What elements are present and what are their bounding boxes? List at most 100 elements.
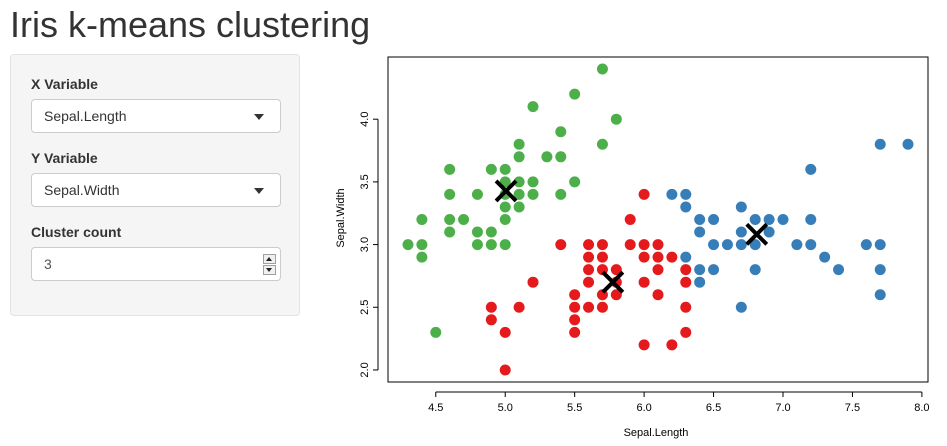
- data-point-cluster-2: [596, 251, 608, 263]
- data-point-cluster-1: [541, 151, 553, 163]
- data-point-cluster-1: [416, 214, 428, 225]
- data-point-cluster-1: [471, 239, 483, 251]
- page-title: Iris k-means clustering: [10, 4, 371, 45]
- cluster-center-marker: [494, 179, 518, 203]
- data-point-cluster-3: [805, 163, 817, 175]
- data-point-cluster-1: [471, 226, 483, 238]
- data-point-cluster-3: [833, 264, 845, 276]
- data-point-cluster-1: [513, 138, 525, 150]
- data-point-cluster-1: [499, 163, 511, 175]
- data-point-cluster-1: [527, 188, 539, 200]
- data-point-cluster-1: [555, 151, 567, 163]
- data-point-cluster-2: [485, 301, 497, 313]
- data-point-cluster-3: [805, 239, 817, 251]
- data-point-cluster-1: [555, 126, 567, 138]
- data-point-cluster-2: [638, 276, 650, 288]
- data-point-cluster-2: [485, 314, 497, 326]
- x-variable-label: X Variable: [31, 76, 98, 92]
- data-point-cluster-1: [444, 188, 456, 200]
- data-point-cluster-3: [694, 276, 706, 288]
- y-variable-select[interactable]: Sepal.Width: [31, 173, 281, 207]
- data-point-cluster-1: [569, 176, 581, 188]
- data-point-cluster-3: [874, 289, 886, 301]
- scatter-plot: 4.5 5.0 5.5 6.0 6.5 7.0 7.5 8.02.02.53.03.54.0 …: [335, 56, 930, 439]
- data-point-cluster-2: [624, 214, 636, 225]
- data-point-cluster-3: [777, 214, 789, 225]
- sidebar-panel: X Variable Sepal.Length Y Variable Sepal…: [10, 54, 300, 316]
- y-tick-label: 3.0: [359, 237, 371, 252]
- data-point-cluster-3: [680, 251, 692, 263]
- data-point-cluster-3: [874, 264, 886, 276]
- y-tick-label: 2.5: [359, 300, 371, 315]
- y-tick-label: 3.5: [359, 174, 371, 189]
- x-tick-label: 7.0: [775, 402, 790, 414]
- data-point-cluster-2: [596, 301, 608, 313]
- x-tick-label: 7.5: [845, 402, 860, 414]
- spinner-down-button[interactable]: [263, 265, 276, 275]
- arrow-down-icon: [266, 268, 272, 272]
- data-point-cluster-1: [485, 163, 497, 175]
- data-point-cluster-1: [444, 226, 456, 238]
- data-point-cluster-3: [819, 251, 831, 263]
- data-point-cluster-1: [499, 239, 511, 251]
- data-point-cluster-3: [735, 301, 747, 313]
- data-point-cluster-1: [555, 188, 567, 200]
- data-point-cluster-3: [708, 214, 720, 225]
- data-point-cluster-2: [638, 188, 650, 200]
- cluster-count-input[interactable]: 3: [31, 247, 281, 281]
- x-tick-label: 5.5: [567, 402, 582, 414]
- data-point-cluster-2: [652, 239, 664, 251]
- y-tick-label: 4.0: [359, 112, 371, 127]
- data-point-cluster-3: [694, 264, 706, 276]
- data-point-cluster-1: [416, 251, 428, 263]
- data-point-cluster-2: [569, 289, 581, 301]
- data-point-cluster-3: [749, 214, 761, 225]
- spinner-up-button[interactable]: [263, 254, 276, 264]
- data-point-cluster-1: [458, 214, 470, 225]
- data-point-cluster-1: [513, 151, 525, 163]
- data-point-cluster-1: [527, 101, 539, 113]
- data-point-cluster-2: [610, 289, 622, 301]
- data-point-cluster-2: [583, 251, 595, 263]
- x-axis-label: Sepal.Length: [624, 427, 689, 439]
- data-point-cluster-3: [749, 264, 761, 276]
- data-point-cluster-1: [416, 239, 428, 251]
- data-point-cluster-3: [680, 201, 692, 213]
- x-tick-label: 6.5: [706, 402, 721, 414]
- data-point-cluster-1: [596, 138, 608, 150]
- data-point-cluster-2: [596, 239, 608, 251]
- data-point-cluster-2: [569, 326, 581, 338]
- data-point-cluster-2: [583, 276, 595, 288]
- data-point-cluster-2: [527, 276, 539, 288]
- data-point-cluster-1: [569, 88, 581, 100]
- data-point-cluster-2: [499, 326, 511, 338]
- data-point-cluster-2: [652, 289, 664, 301]
- x-tick-label: 8.0: [914, 402, 929, 414]
- data-point-cluster-1: [513, 176, 525, 188]
- data-point-cluster-2: [513, 301, 525, 313]
- caret-down-icon: [254, 114, 264, 120]
- data-point-cluster-3: [666, 188, 678, 200]
- data-point-cluster-3: [874, 239, 886, 251]
- data-point-cluster-2: [666, 339, 678, 351]
- data-point-cluster-3: [735, 226, 747, 238]
- x-variable-value: Sepal.Length: [44, 108, 127, 124]
- data-point-cluster-3: [694, 226, 706, 238]
- data-point-cluster-3: [860, 239, 872, 251]
- data-point-cluster-2: [638, 251, 650, 263]
- data-point-cluster-1: [610, 113, 622, 125]
- data-point-cluster-1: [402, 239, 414, 251]
- data-point-cluster-3: [749, 239, 761, 251]
- data-point-cluster-3: [805, 214, 817, 225]
- data-point-cluster-2: [499, 364, 511, 376]
- x-variable-select[interactable]: Sepal.Length: [31, 99, 281, 133]
- number-spinner: [263, 254, 276, 276]
- data-point-cluster-1: [471, 188, 483, 200]
- data-point-cluster-3: [680, 188, 692, 200]
- data-point-cluster-1: [527, 176, 539, 188]
- cluster-center-marker: [745, 222, 769, 246]
- data-point-cluster-1: [444, 163, 456, 175]
- data-point-cluster-2: [638, 339, 650, 351]
- data-point-cluster-1: [596, 63, 608, 75]
- x-tick-label: 6.0: [636, 402, 651, 414]
